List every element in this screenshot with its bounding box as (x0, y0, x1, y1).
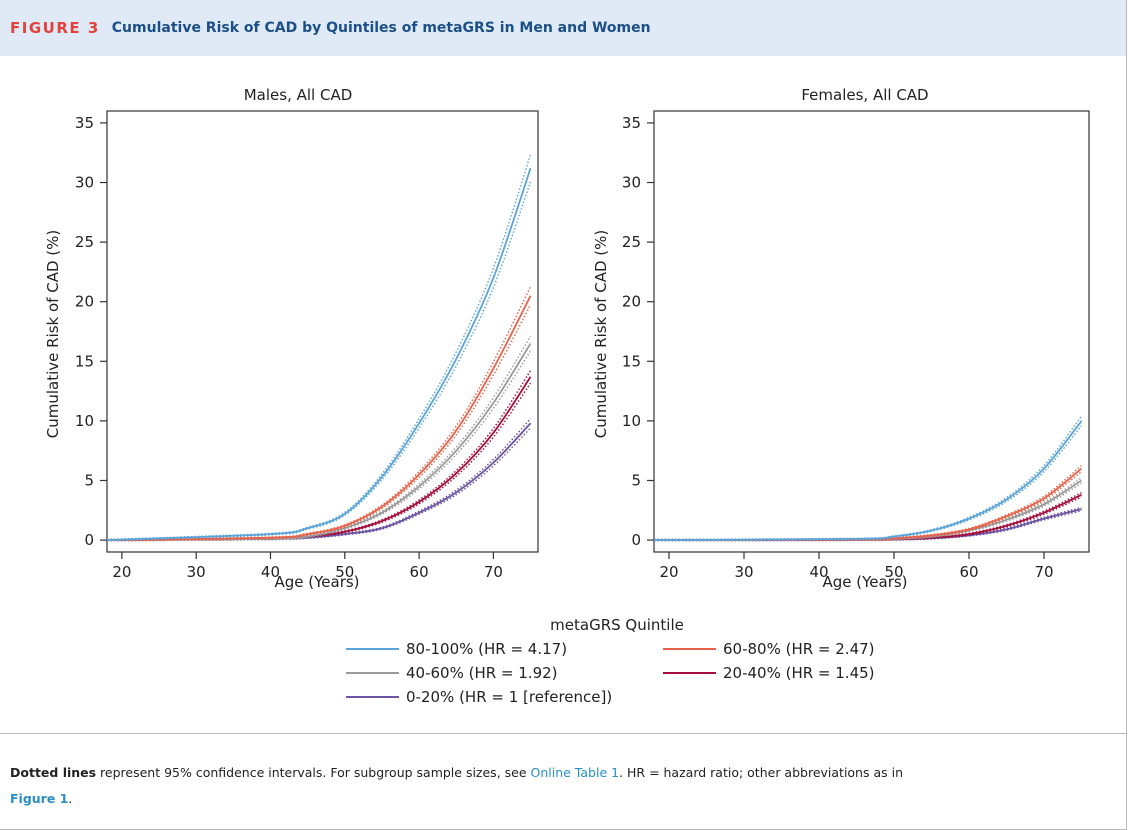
caption-text: . HR = hazard ratio; other abbreviations… (619, 765, 904, 780)
y-tick-label: 35 (622, 114, 641, 132)
series-lines (653, 415, 1083, 542)
figure-1-link[interactable]: Figure 1 (10, 791, 69, 806)
y-tick-label: 0 (84, 531, 94, 549)
y-tick-label: 30 (622, 174, 641, 192)
x-tick-label: 70 (1034, 563, 1053, 581)
y-tick-label: 25 (622, 233, 641, 251)
x-tick-label: 30 (734, 563, 753, 581)
chart-panel-males: Males, All CAD Cumulative Risk of CAD (%… (44, 86, 539, 591)
x-tick-label: 50 (884, 563, 903, 581)
x-axis-label: Age (Years) (822, 573, 907, 591)
figure-caption: Dotted lines represent 95% confidence in… (10, 760, 1110, 812)
chart-panel-females: Females, All CAD Cumulative Risk of CAD … (592, 86, 1090, 591)
y-tick-label: 10 (622, 412, 641, 430)
ci-lower-line (106, 427, 532, 542)
plot-area-frame (106, 110, 539, 553)
legend-label: 20-40% (HR = 1.45) (723, 664, 875, 682)
y-tick-label: 20 (622, 293, 641, 311)
series-line (106, 376, 532, 541)
ci-lower-line (106, 181, 532, 542)
legend-label: 0-20% (HR = 1 [reference]) (406, 688, 612, 706)
caption-divider (0, 733, 1126, 734)
caption-bold-lead: Dotted lines (10, 765, 97, 780)
series-line (653, 467, 1083, 541)
legend-label: 60-80% (HR = 2.47) (723, 640, 875, 658)
chart-title: Females, All CAD (801, 86, 928, 104)
series-line (653, 493, 1082, 541)
x-tick-label: 60 (959, 563, 978, 581)
y-tick-label: 0 (631, 531, 641, 549)
y-tick-label: 10 (75, 412, 94, 430)
series-line (106, 342, 532, 541)
series-line (106, 295, 532, 541)
y-tick-label: 25 (75, 233, 94, 251)
ci-upper-line (653, 464, 1082, 541)
x-tick-label: 30 (187, 563, 206, 581)
axis-ticks: 0 5 10 15 20 25 30 35 20 30 40 50 60 70 (622, 114, 1054, 581)
legend-title: metaGRS Quintile (550, 616, 684, 634)
online-table-link[interactable]: Online Table 1 (530, 765, 620, 780)
plot-area-frame (653, 110, 1090, 553)
series-line (653, 479, 1082, 541)
y-axis-label: Cumulative Risk of CAD (%) (44, 230, 62, 438)
x-tick-label: 40 (809, 563, 828, 581)
ci-upper-line (106, 335, 532, 541)
ci-upper-line (653, 477, 1082, 541)
figure-charts: Males, All CAD Cumulative Risk of CAD (%… (44, 86, 1090, 706)
y-tick-label: 20 (75, 293, 94, 311)
y-tick-label: 5 (631, 471, 641, 489)
ci-lower-line (106, 350, 532, 542)
legend: metaGRS Quintile 80-100% (HR = 4.17) 60-8… (346, 616, 875, 706)
ci-lower-line (653, 471, 1082, 542)
axis-ticks: 0 5 10 15 20 25 30 35 20 30 40 50 60 70 (75, 114, 503, 581)
legend-label: 40-60% (HR = 1.92) (406, 664, 558, 682)
series-line (653, 508, 1082, 541)
series-line (106, 422, 532, 541)
x-tick-label: 40 (261, 563, 280, 581)
figure-title: Cumulative Risk of CAD by Quintiles of m… (111, 20, 651, 36)
ci-lower-line (653, 496, 1082, 542)
figure-label: FIGURE 3 (10, 19, 100, 37)
figure-header: FIGURE 3 Cumulative Risk of CAD by Quint… (0, 0, 1126, 56)
x-tick-label: 20 (112, 563, 131, 581)
caption-text: . (68, 791, 73, 806)
ci-upper-line (106, 370, 532, 541)
x-tick-label: 50 (335, 563, 354, 581)
series-line (653, 420, 1083, 541)
y-tick-label: 30 (75, 174, 94, 192)
x-tick-label: 20 (659, 563, 678, 581)
series-lines (106, 154, 532, 542)
y-tick-label: 15 (75, 352, 94, 370)
y-tick-label: 35 (75, 114, 94, 132)
y-tick-label: 5 (84, 471, 94, 489)
x-axis-label: Age (Years) (274, 573, 359, 591)
caption-text: represent 95% confidence intervals. For … (96, 765, 531, 780)
x-tick-label: 60 (410, 563, 429, 581)
legend-items: 80-100% (HR = 4.17) 60-80% (HR = 2.47) 40-… (346, 640, 875, 706)
series-line (106, 167, 532, 541)
chart-title: Males, All CAD (244, 86, 353, 104)
y-tick-label: 15 (622, 352, 641, 370)
y-axis-label: Cumulative Risk of CAD (%) (592, 230, 610, 438)
ci-upper-line (106, 154, 532, 541)
legend-label: 80-100% (HR = 4.17) (406, 640, 567, 658)
ci-lower-line (106, 304, 532, 542)
ci-upper-line (106, 286, 532, 541)
x-tick-label: 70 (484, 563, 503, 581)
